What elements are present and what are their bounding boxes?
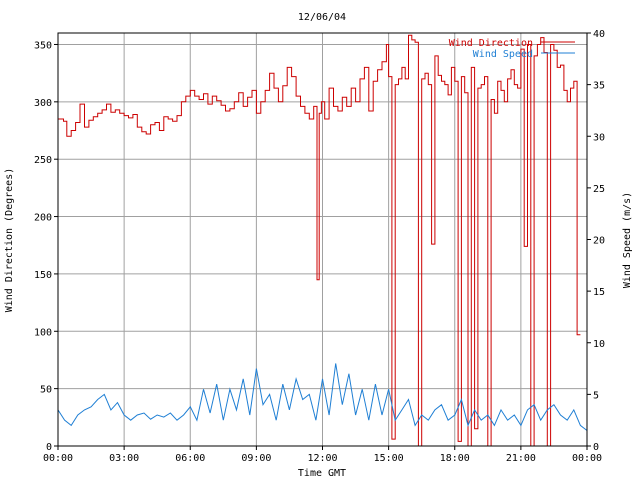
wind-direction-line bbox=[58, 34, 581, 447]
chart-title: 12/06/04 bbox=[298, 12, 346, 23]
x-tick-label: 09:00 bbox=[241, 453, 271, 464]
x-tick-label: 06:00 bbox=[175, 453, 205, 464]
y2-tick-label: 15 bbox=[593, 287, 605, 298]
y2-tick-label: 0 bbox=[593, 442, 599, 453]
y-tick-label: 100 bbox=[34, 327, 52, 338]
legend-label: Wind Direction bbox=[449, 38, 533, 49]
x-axis-label: Time GMT bbox=[298, 468, 346, 479]
x-tick-label: 00:00 bbox=[43, 453, 73, 464]
plot-frame bbox=[57, 32, 588, 447]
y-tick-label: 150 bbox=[34, 270, 52, 281]
wind-speed-line bbox=[57, 363, 588, 431]
series-lines bbox=[57, 34, 588, 447]
y-tick-label: 300 bbox=[34, 98, 52, 109]
x-tick-label: 00:00 bbox=[572, 453, 602, 464]
x-tick-label: 03:00 bbox=[109, 453, 139, 464]
y-tick-label: 200 bbox=[34, 213, 52, 224]
y2-tick-label: 5 bbox=[593, 390, 599, 401]
y2-tick-label: 35 bbox=[593, 81, 605, 92]
y-tick-label: 250 bbox=[34, 155, 52, 166]
x-tick-label: 15:00 bbox=[374, 453, 404, 464]
y2-tick-label: 40 bbox=[593, 29, 605, 40]
y2-axis-label: Wind Speed (m/s) bbox=[622, 192, 633, 288]
y-axis-label: Wind Direction (Degrees) bbox=[4, 168, 15, 313]
axis-ticks: 00:00 03:00 06:00 09:00 12:00 15:00 18:00 21:00… bbox=[34, 29, 605, 464]
x-tick-label: 21:00 bbox=[506, 453, 536, 464]
y2-tick-label: 20 bbox=[593, 236, 605, 247]
y2-tick-label: 25 bbox=[593, 184, 605, 195]
legend-label: Wind Speed bbox=[473, 49, 533, 60]
x-tick-label: 12:00 bbox=[307, 453, 337, 464]
y2-tick-label: 30 bbox=[593, 132, 605, 143]
y-tick-label: 350 bbox=[34, 40, 52, 51]
y-tick-label: 0 bbox=[46, 442, 52, 453]
y2-tick-label: 10 bbox=[593, 339, 605, 350]
x-tick-label: 18:00 bbox=[440, 453, 470, 464]
y-tick-label: 50 bbox=[40, 385, 52, 396]
